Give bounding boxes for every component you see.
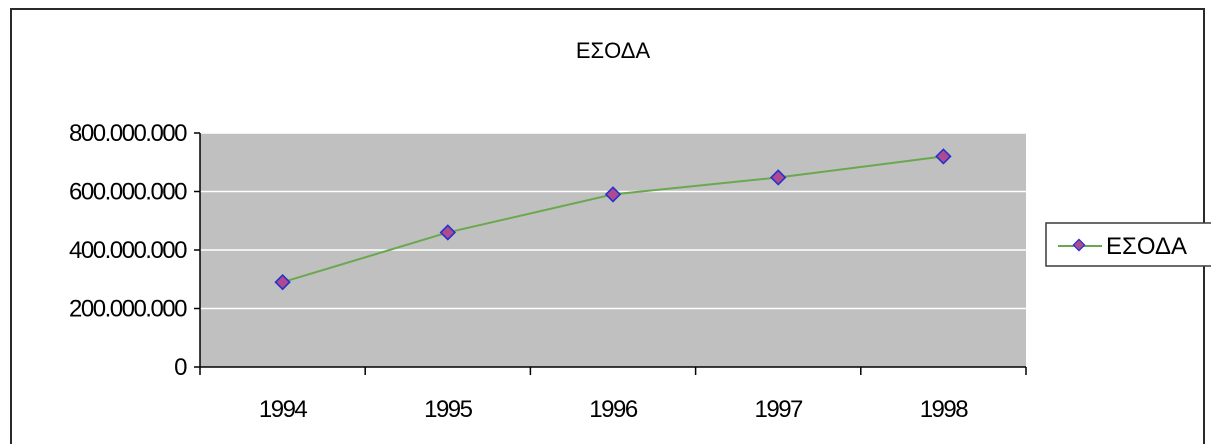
legend-label: ΕΣΟΔΑ: [1106, 233, 1187, 260]
data-point-marker: [935, 148, 952, 165]
legend-marker-swatch: [1072, 238, 1086, 252]
x-tick-label: 1997: [755, 396, 804, 423]
y-tick-label: 400.000.000: [69, 237, 187, 264]
data-point-marker: [274, 273, 291, 291]
y-tick-label: 200.000.000: [69, 296, 187, 323]
x-tick-label: 1998: [920, 396, 969, 423]
data-point-marker: [604, 186, 622, 203]
axes: [194, 132, 1027, 375]
legend: ΕΣΟΔΑ: [1045, 222, 1211, 267]
data-point-marker: [439, 224, 457, 241]
chart-title: ΕΣΟΔΑ: [576, 38, 651, 63]
y-tick-label: 800.000.000: [69, 120, 187, 147]
y-tick-label: 0: [174, 354, 187, 381]
x-axis-tick-labels: 1994 1995 1996 1997 1998: [259, 396, 970, 423]
series-layer: [274, 148, 952, 291]
x-tick-label: 1994: [259, 396, 308, 423]
y-axis-tick-labels: 0 200.000.000 400.000.000 600.000.000 800.00…: [69, 120, 189, 381]
x-tick-label: 1995: [424, 396, 473, 423]
x-tick-label: 1996: [589, 396, 638, 423]
y-tick-label: 600.000.000: [69, 179, 187, 206]
data-point-marker: [769, 169, 787, 186]
